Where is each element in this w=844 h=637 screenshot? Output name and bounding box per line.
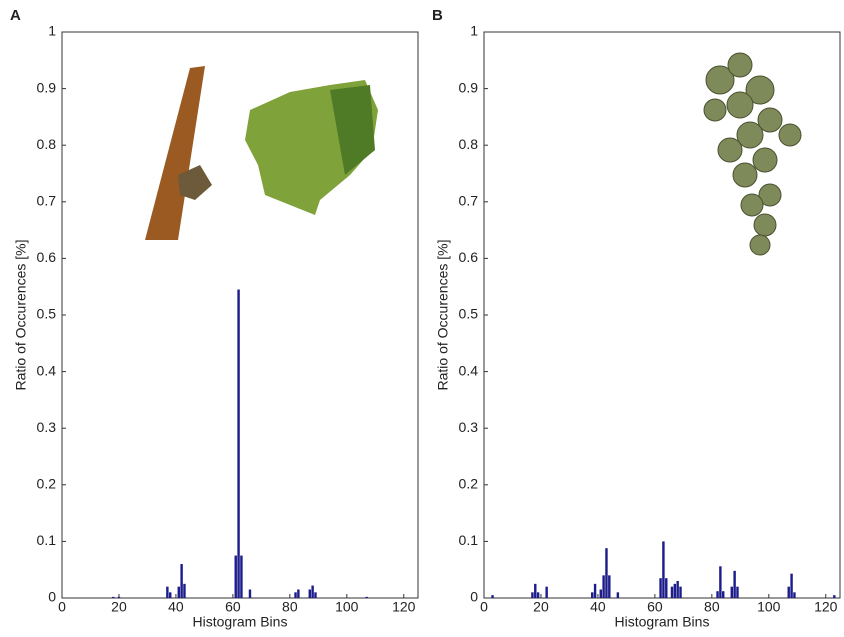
y-tick-label: 0.9 [459, 79, 479, 95]
bar [833, 595, 836, 598]
bar [659, 578, 662, 598]
x-tick-label: 60 [225, 599, 241, 615]
panel-label: A [10, 7, 21, 24]
y-tick-label: 0.4 [459, 362, 479, 378]
y-tick-label: 0.8 [459, 136, 479, 152]
bar [790, 573, 793, 598]
bar [602, 575, 605, 598]
bar [237, 289, 240, 598]
y-axis-label: Ratio of Occurences [%] [435, 240, 451, 391]
bar [673, 583, 677, 598]
x-tick-label: 40 [590, 599, 606, 615]
bar [605, 548, 608, 598]
leaf-image [245, 80, 378, 215]
bar [679, 586, 682, 598]
bar [793, 592, 796, 598]
y-tick-label: 0.8 [37, 136, 57, 152]
x-tick-label: 120 [392, 599, 416, 615]
bar [240, 555, 243, 598]
bar [534, 583, 537, 598]
axes-box [483, 31, 841, 599]
x-tick-label: 0 [480, 599, 488, 615]
x-tick-label: 20 [111, 599, 127, 615]
x-tick-label: 40 [168, 599, 184, 615]
y-tick-label: 0.5 [37, 306, 57, 322]
x-tick-label: 60 [647, 599, 663, 615]
x-axis-label: Histogram Bins [615, 614, 710, 630]
panel-label: B [432, 7, 443, 24]
bar [722, 591, 725, 598]
bar [591, 592, 594, 598]
bar [736, 586, 739, 598]
y-tick-label: 0.7 [37, 193, 57, 209]
y-tick-label: 0.2 [459, 476, 479, 492]
y-tick-label: 0 [470, 589, 478, 605]
x-tick-label: 0 [58, 599, 66, 615]
x-tick-label: 80 [704, 599, 720, 615]
bar [183, 583, 186, 598]
y-tick-label: 0.2 [37, 476, 57, 492]
x-tick-label: 80 [282, 599, 298, 615]
y-tick-label: 0.6 [459, 249, 479, 265]
y-tick-label: 1 [48, 23, 56, 39]
y-tick-label: 0.5 [459, 306, 479, 322]
bar [599, 589, 602, 598]
bar [616, 592, 620, 598]
bar [665, 578, 668, 598]
bar [180, 564, 183, 598]
grape-image [703, 52, 802, 256]
bar [117, 596, 121, 598]
bar [531, 592, 534, 598]
y-tick-label: 0 [48, 589, 56, 605]
y-tick-label: 1 [470, 23, 478, 39]
x-axis-label: Histogram Bins [193, 614, 288, 630]
bar [593, 583, 597, 598]
bar [294, 592, 297, 598]
y-tick-label: 0.1 [37, 532, 57, 548]
bar [676, 581, 679, 598]
bar [234, 555, 237, 598]
y-tick-label: 0.6 [37, 249, 57, 265]
bar [608, 575, 611, 598]
bar [112, 596, 115, 598]
bar [311, 585, 314, 598]
bar [365, 596, 368, 598]
bar [716, 591, 719, 598]
bar [545, 586, 548, 598]
bar [536, 592, 540, 598]
bar [719, 566, 722, 598]
bar [169, 592, 172, 598]
y-tick-label: 0.1 [459, 532, 479, 548]
bar [177, 586, 180, 598]
bar [248, 589, 252, 598]
y-tick-label: 0.4 [37, 362, 57, 378]
y-axis-label: Ratio of Occurences [%] [13, 240, 29, 391]
bar [787, 586, 790, 598]
bar [670, 586, 674, 598]
y-tick-label: 0.3 [37, 419, 57, 435]
x-tick-label: 100 [335, 599, 359, 615]
y-tick-label: 0.7 [459, 193, 479, 209]
x-tick-label: 120 [814, 599, 838, 615]
bar [297, 589, 300, 598]
x-tick-label: 100 [757, 599, 781, 615]
bar [491, 595, 494, 598]
y-tick-label: 0.9 [37, 79, 57, 95]
bar [733, 570, 736, 598]
bar [314, 592, 317, 598]
bar [730, 586, 733, 598]
cane-image [145, 66, 212, 240]
y-tick-label: 0.3 [459, 419, 479, 435]
bar [308, 589, 311, 598]
x-tick-label: 20 [533, 599, 549, 615]
bar [662, 541, 665, 598]
bar [166, 586, 169, 598]
